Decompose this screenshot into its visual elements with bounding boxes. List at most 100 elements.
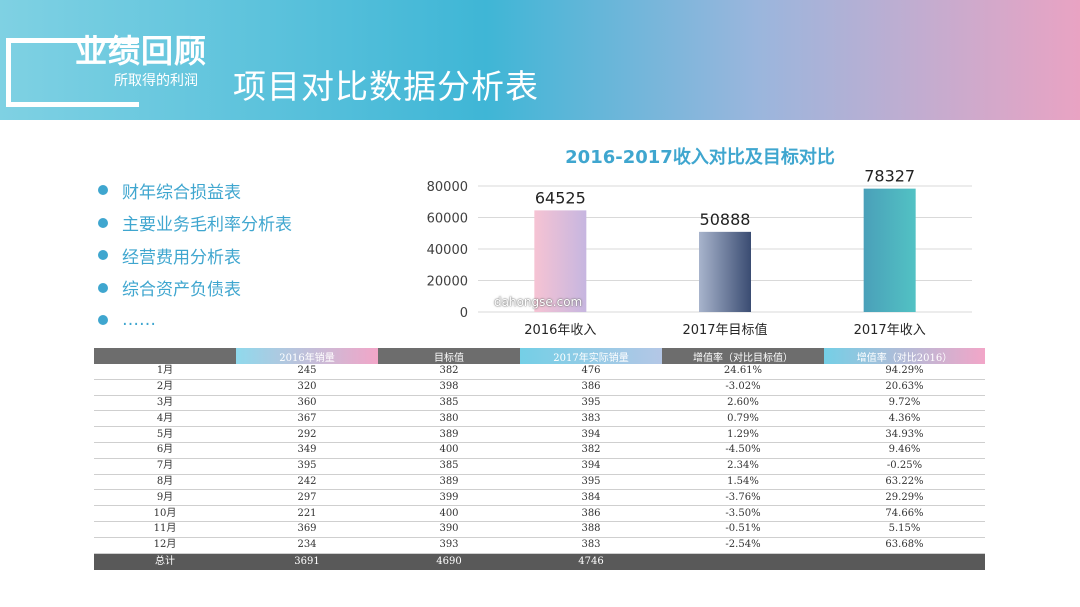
table-cell: 245 — [236, 364, 378, 380]
table-cell: -3.76% — [662, 489, 824, 507]
bullet-item: 综合资产负债表 — [98, 272, 292, 305]
section-title: 业绩回顾 — [75, 32, 208, 70]
table-row: 10月 221 400 386 -3.50% 74.66% — [94, 505, 985, 522]
bar — [699, 231, 751, 312]
bullet-dot-icon — [98, 217, 108, 228]
table-cell: -4.50% — [662, 442, 824, 459]
table-cell: 242 — [236, 474, 378, 491]
table-cell — [662, 553, 824, 570]
table-row: 2月 320 398 386 -3.02% 20.63% — [94, 379, 985, 396]
bullet-dot-icon — [98, 315, 108, 326]
bullet-item: 财年综合损益表 — [98, 174, 292, 207]
table-cell: -3.02% — [662, 379, 824, 396]
bullet-dot-icon — [98, 282, 108, 293]
watermark: dahongse.com — [494, 295, 583, 309]
col-header-month — [94, 348, 236, 364]
table-cell: 0.79% — [662, 410, 824, 428]
table-cell: 63.68% — [824, 537, 985, 554]
x-tick-label: 2016年收入 — [524, 323, 596, 338]
table-cell: 12月 — [94, 537, 236, 554]
table-cell: 394 — [520, 426, 662, 443]
table-cell: 8月 — [94, 474, 236, 491]
col-header-growth-vs-2016: 增值率（对比2016） — [824, 348, 985, 364]
table-cell: 292 — [236, 426, 378, 443]
col-header-target: 目标值 — [378, 348, 520, 364]
table-cell: 4.36% — [824, 410, 985, 428]
col-header-2016-sales: 2016年销量 — [236, 348, 378, 364]
table-row: 6月 349 400 382 -4.50% 9.46% — [94, 442, 985, 459]
table-cell: 320 — [236, 379, 378, 396]
table-cell: 384 — [520, 489, 662, 507]
table-cell: 2.34% — [662, 458, 824, 475]
table-cell: 386 — [520, 505, 662, 522]
table-cell: 20.63% — [824, 379, 985, 396]
chart-title: 2016-2017收入对比及目标对比 — [565, 147, 835, 168]
table-cell: 394 — [520, 458, 662, 475]
y-tick-label: 20000 — [427, 275, 468, 290]
table-cell: 63.22% — [824, 474, 985, 491]
y-tick-label: 0 — [460, 306, 468, 321]
bar-value-label: 78327 — [864, 167, 915, 186]
col-header-growth-vs-target: 增值率（对比目标值） — [662, 348, 824, 364]
table-cell: 3691 — [236, 553, 378, 570]
section-subtitle: 所取得的利润 — [114, 73, 198, 89]
table-cell: 385 — [378, 395, 520, 412]
bar-value-label: 50888 — [700, 210, 751, 229]
bullet-label: 财年综合损益表 — [122, 182, 241, 203]
bar — [863, 188, 916, 312]
col-header-2017-sales: 2017年实际销量 — [520, 348, 662, 364]
table-cell: -3.50% — [662, 505, 824, 522]
table-cell: 9月 — [94, 489, 236, 507]
table-cell: 7月 — [94, 458, 236, 475]
table-cell: 399 — [378, 489, 520, 507]
table-row: 4月 367 380 383 0.79% 4.36% — [94, 410, 985, 428]
table-cell: 34.93% — [824, 426, 985, 443]
table-cell: 360 — [236, 395, 378, 412]
table-row: 1月 245 382 476 24.61% 94.29% — [94, 364, 985, 380]
bullet-list: 财年综合损益表 主要业务毛利率分析表 经营费用分析表 综合资产负债表 …… — [98, 174, 292, 337]
table-row: 9月 297 399 384 -3.76% 29.29% — [94, 489, 985, 507]
table-cell: 10月 — [94, 505, 236, 522]
table-cell: 221 — [236, 505, 378, 522]
y-tick-label: 60000 — [427, 212, 468, 227]
table-cell: 29.29% — [824, 489, 985, 507]
x-tick-label: 2017年收入 — [854, 323, 926, 338]
table-cell: 94.29% — [824, 364, 985, 380]
table-cell: 234 — [236, 537, 378, 554]
table-total-row: 总计 3691 4690 4746 — [94, 553, 985, 570]
table-cell: 382 — [378, 364, 520, 380]
bullet-label: 经营费用分析表 — [122, 247, 241, 268]
table-cell: 369 — [236, 521, 378, 538]
table-cell: 4690 — [378, 553, 520, 570]
table-cell: 383 — [520, 410, 662, 428]
table-cell: 11月 — [94, 521, 236, 538]
x-tick-label: 2017年目标值 — [682, 322, 767, 338]
bullet-dot-icon — [98, 185, 108, 196]
table-cell: 2.60% — [662, 395, 824, 412]
table-cell: 395 — [520, 395, 662, 412]
title-bracket — [6, 38, 139, 107]
bar-chart: 0 20000 40000 60000 80000 64525 2016年收入 50888 20… — [427, 167, 972, 338]
data-table: 2016年销量 目标值 2017年实际销量 增值率（对比目标值） 增值率（对比2… — [94, 348, 985, 570]
table-cell: 24.61% — [662, 364, 824, 380]
header-banner: 业绩回顾 所取得的利润 项目对比数据分析表 — [0, 0, 1080, 120]
table-cell: 9.72% — [824, 395, 985, 412]
table-cell: 388 — [520, 521, 662, 538]
table-cell: 5月 — [94, 426, 236, 443]
page-title: 项目对比数据分析表 — [233, 67, 539, 106]
table-cell: 389 — [378, 426, 520, 443]
bullet-label: 综合资产负债表 — [122, 280, 241, 301]
table-cell: 398 — [378, 379, 520, 396]
bullet-item: 主要业务毛利率分析表 — [98, 207, 292, 240]
table-cell: 395 — [236, 458, 378, 475]
y-tick-label: 80000 — [427, 180, 468, 195]
table-cell: 349 — [236, 442, 378, 459]
table-row: 7月 395 385 394 2.34% -0.25% — [94, 458, 985, 475]
bullet-item: 经营费用分析表 — [98, 239, 292, 272]
table-row: 12月 234 393 383 -2.54% 63.68% — [94, 537, 985, 554]
table-cell: -0.25% — [824, 458, 985, 475]
table-cell: 5.15% — [824, 521, 985, 538]
table-cell: 1.29% — [662, 426, 824, 443]
table-cell: 476 — [520, 364, 662, 380]
table-cell: 367 — [236, 410, 378, 428]
